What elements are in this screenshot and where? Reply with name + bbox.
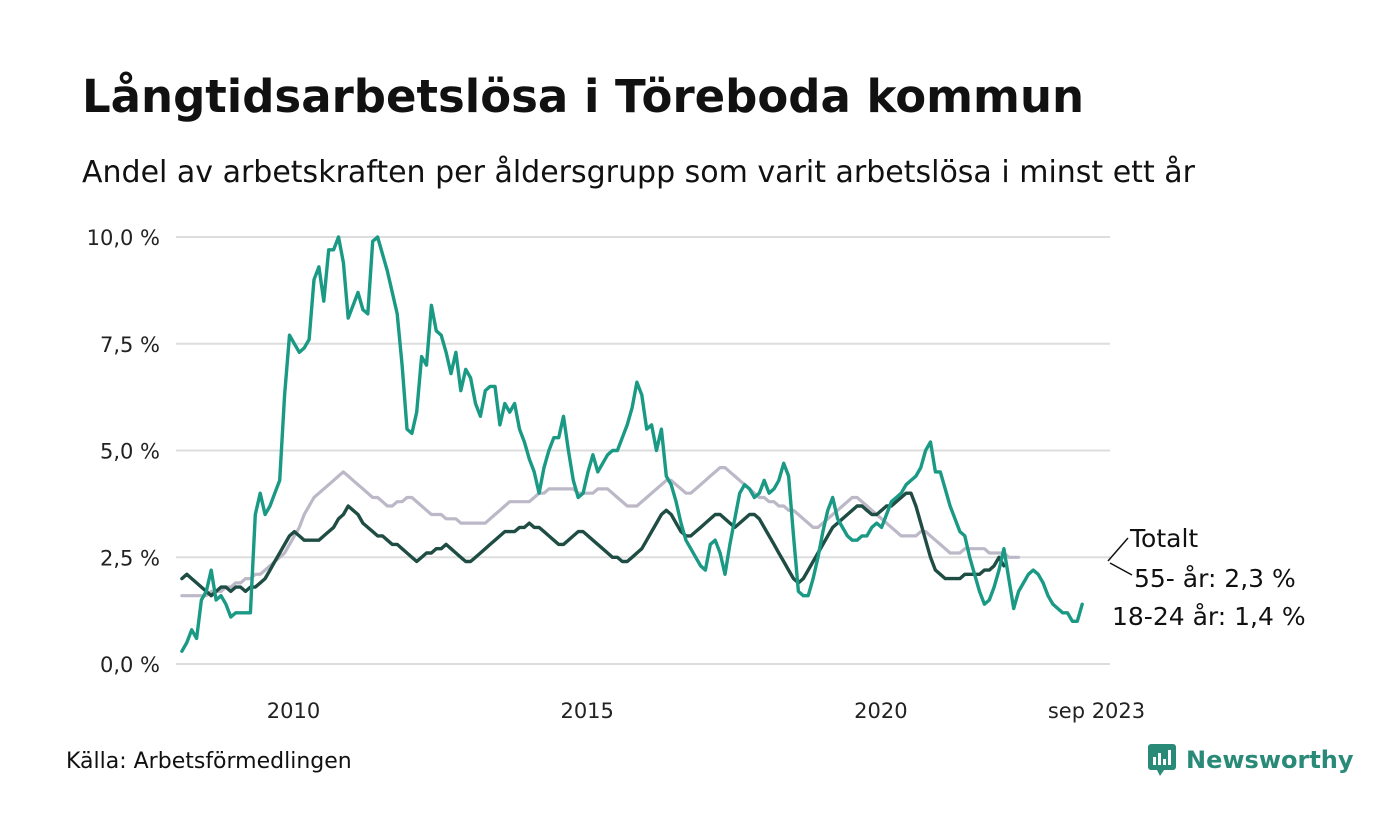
y-tick-label: 10,0 % <box>87 226 160 250</box>
series-labels: Totalt 55- år: 2,3 % 18-24 år: 1,4 % <box>1107 524 1306 631</box>
series-end-label: 18-24 år: 1,4 % <box>1112 602 1306 631</box>
y-tick-label: 7,5 % <box>100 333 160 357</box>
series-line-totalt <box>180 466 1021 598</box>
brand-logo: Newsworthy <box>1148 744 1354 776</box>
source-note: Källa: Arbetsförmedlingen <box>66 749 352 774</box>
line-chart: 0,0 % 2,5 % 5,0 % 7,5 % 10,0 % 2010 2015 2020 s… <box>87 226 1306 723</box>
y-tick-label: 0,0 % <box>100 653 160 677</box>
brand-name: Newsworthy <box>1186 746 1354 774</box>
series-line-55 <box>180 491 1006 598</box>
grid-lines <box>176 236 1110 665</box>
x-tick-label: 2010 <box>267 699 320 723</box>
label-leader-line <box>1107 537 1129 562</box>
label-leader-line <box>1109 562 1133 576</box>
x-axis-ticks: 2010 2015 2020 sep 2023 <box>267 699 1145 723</box>
series-line-18-24 <box>180 235 1084 653</box>
x-tick-label: sep 2023 <box>1048 699 1145 723</box>
y-tick-label: 5,0 % <box>100 440 160 464</box>
x-tick-label: 2020 <box>854 699 907 723</box>
series-end-label: Totalt <box>1129 524 1198 553</box>
newsworthy-logo-icon <box>1148 744 1176 776</box>
chart-subtitle: Andel av arbetskraften per åldersgrupp s… <box>82 155 1195 190</box>
series-lines <box>180 235 1084 653</box>
x-tick-label: 2015 <box>560 699 613 723</box>
chart-title: Långtidsarbetslösa i Töreboda kommun <box>82 70 1085 123</box>
series-end-label: 55- år: 2,3 % <box>1134 564 1296 593</box>
y-tick-label: 2,5 % <box>100 546 160 570</box>
y-axis-ticks: 0,0 % 2,5 % 5,0 % 7,5 % 10,0 % <box>87 226 160 677</box>
